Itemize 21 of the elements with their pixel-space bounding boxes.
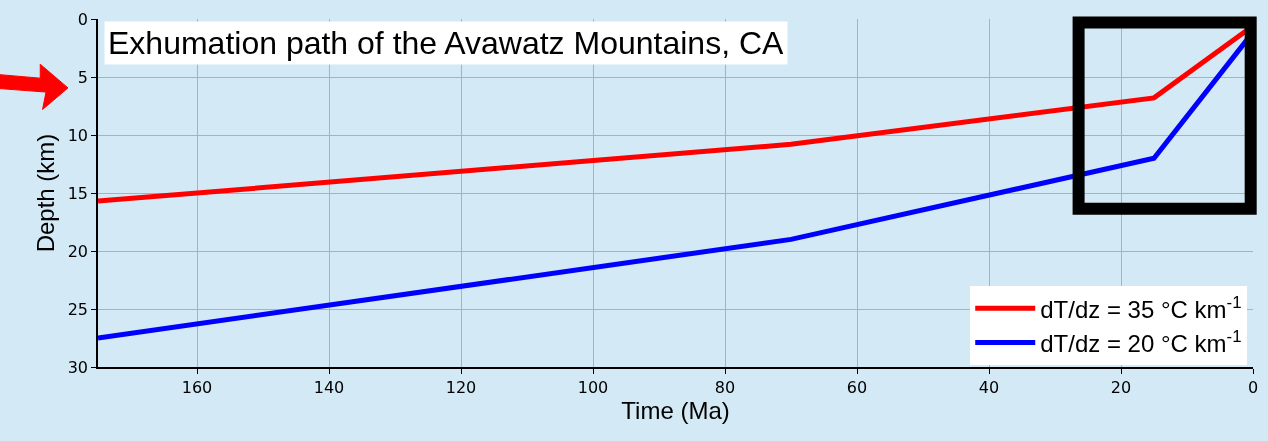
y-tick-label: 15 [67,183,89,203]
y-tick-label: 10 [67,125,89,145]
y-tick-label: 25 [67,299,89,319]
x-tick-label: 40 [978,377,1000,397]
x-tick-label: 20 [1110,377,1132,397]
y-tick-label: 0 [77,9,89,29]
y-tick-label: 30 [67,357,89,377]
y-tick-label: 5 [77,67,89,87]
x-tick-label: 160 [181,377,213,397]
x-tick-label: 0 [1247,377,1259,397]
x-tick-label: 80 [714,377,736,397]
x-tick-label: 100 [577,377,609,397]
x-tick-label: 120 [445,377,477,397]
x-tick-label: 140 [313,377,345,397]
y-tick-label: 20 [67,241,89,261]
legend-label: dT/dz = 35 °C km$^{-1}$ [1040,292,1242,323]
x-axis-title: Time (Ma) [621,396,730,424]
legend-label: dT/dz = 20 °C km$^{-1}$ [1040,326,1242,357]
x-tick-label: 60 [846,377,868,397]
chart-title: Exhumation path of the Avawatz Mountains, CA [108,25,785,61]
y-axis-title: Depth (km) [32,133,60,253]
